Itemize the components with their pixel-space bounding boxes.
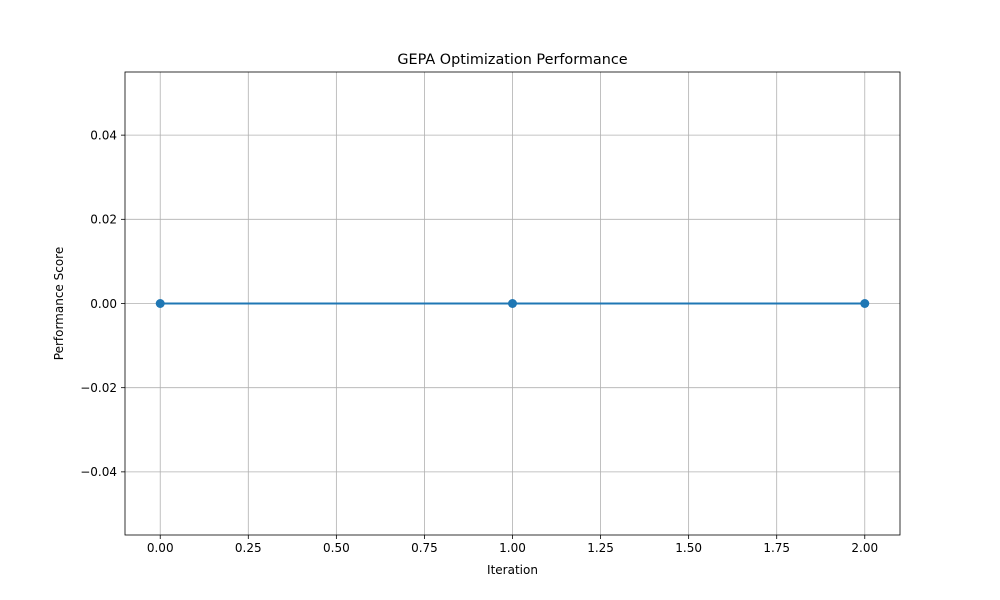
series-layer — [155, 299, 870, 308]
y-axis-label: Performance Score — [52, 247, 66, 360]
y-tick-label: −0.04 — [80, 465, 117, 479]
x-axis-label: Iteration — [487, 563, 538, 577]
x-tick-label: 0.00 — [147, 541, 174, 555]
y-tick-label: 0.04 — [90, 128, 117, 142]
y-tick-label: 0.00 — [90, 297, 117, 311]
y-tick-label: −0.02 — [80, 381, 117, 395]
x-tick-label: 0.25 — [235, 541, 262, 555]
data-point — [860, 299, 870, 308]
x-tick-label: 1.00 — [499, 541, 526, 555]
x-tick-label: 2.00 — [851, 541, 878, 555]
x-tick-label: 1.75 — [763, 541, 790, 555]
x-tick-label: 1.25 — [587, 541, 614, 555]
y-axis-ticks: −0.04 −0.02 0.00 0.02 0.04 — [80, 128, 125, 479]
data-point — [508, 299, 517, 308]
x-tick-label: 0.50 — [323, 541, 350, 555]
x-tick-label: 0.75 — [411, 541, 438, 555]
x-axis-ticks: 0.00 0.25 0.50 0.75 1.00 1.25 1.50 1.75 2.00 — [147, 535, 878, 555]
chart-title: GEPA Optimization Performance — [397, 52, 627, 68]
x-tick-label: 1.50 — [675, 541, 702, 555]
data-point — [155, 299, 165, 308]
y-tick-label: 0.02 — [90, 213, 117, 227]
